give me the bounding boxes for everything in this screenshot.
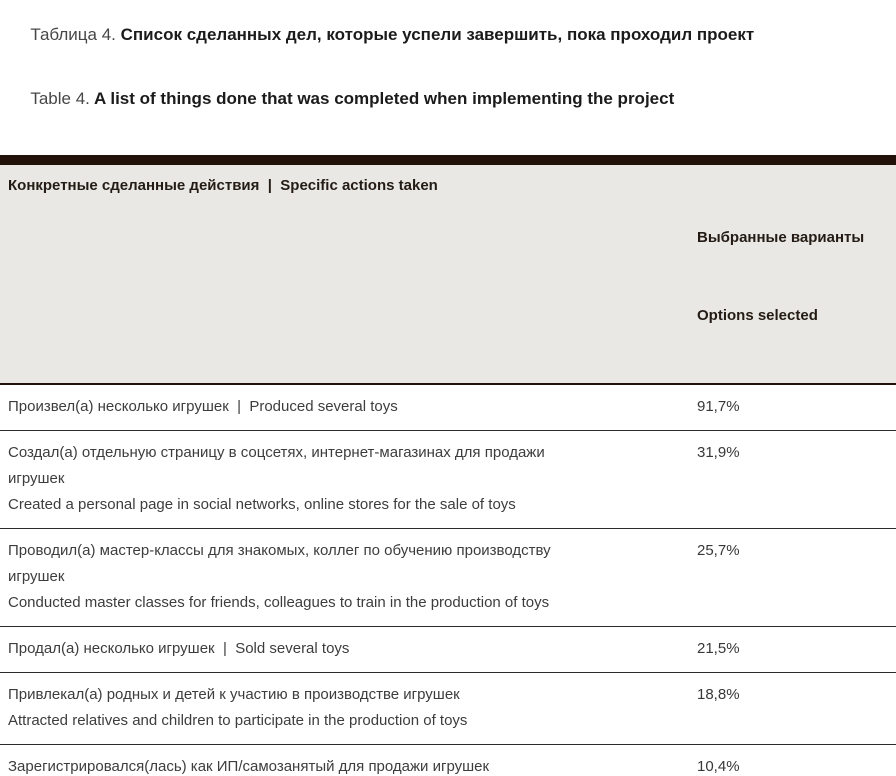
table-caption: Таблица 4. Список сделанных дел, которые… xyxy=(0,0,896,131)
table-header-row: Конкретные сделанные действия | Specific… xyxy=(0,165,896,385)
header-options-column: Выбранные варианты Options selected xyxy=(697,173,896,381)
caption-en-prefix: Table 4. xyxy=(30,89,90,108)
cell-line: Проводил(а) мастер-классы для знакомых, … xyxy=(8,542,551,559)
option-value: 91,7% xyxy=(697,398,740,415)
cell-line: Продал(а) несколько игрушек | Sold sever… xyxy=(8,640,350,657)
action-text-cell: Создал(а) отдельную страницу в соцсетях,… xyxy=(0,440,697,518)
caption-ru-prefix: Таблица 4. xyxy=(30,24,116,44)
option-value: 18,8% xyxy=(697,686,740,703)
cell-line: Created a personal page in social networ… xyxy=(8,496,516,513)
table-row: Создал(а) отдельную страницу в соцсетях,… xyxy=(0,431,896,529)
action-text-cell: Зарегистрировался(лась) как ИП/самозанят… xyxy=(0,754,697,776)
action-text-cell: Продал(а) несколько игрушек | Sold sever… xyxy=(0,636,697,662)
data-table: Конкретные сделанные действия | Specific… xyxy=(0,155,896,776)
option-value: 21,5% xyxy=(697,640,740,657)
cell-line: Создал(а) отдельную страницу в соцсетях,… xyxy=(8,444,545,461)
caption-en-title: A list of things done that was completed… xyxy=(89,89,675,108)
option-value: 10,4% xyxy=(697,758,740,775)
table-body: Произвел(а) несколько игрушек | Produced… xyxy=(0,385,896,776)
action-text-cell: Привлекал(а) родных и детей к участию в … xyxy=(0,682,697,734)
table-row: Зарегистрировался(лась) как ИП/самозанят… xyxy=(0,745,896,776)
cell-line: Привлекал(а) родных и детей к участию в … xyxy=(8,686,460,703)
header-actions-column: Конкретные сделанные действия | Specific… xyxy=(8,177,438,194)
table-top-rule xyxy=(0,155,896,165)
action-text-cell: Проводил(а) мастер-классы для знакомых, … xyxy=(0,538,697,616)
option-value: 25,7% xyxy=(697,542,740,559)
caption-ru-title: Список сделанных дел, которые успели зав… xyxy=(115,24,755,44)
header-options-line1: Выбранные варианты xyxy=(697,229,865,246)
caption-line-en: Table 4. A list of things done that was … xyxy=(2,67,892,132)
cell-line: Произвел(а) несколько игрушек | Produced… xyxy=(8,398,398,415)
header-options-line2: Options selected xyxy=(697,307,818,324)
cell-line: игрушек xyxy=(8,568,65,585)
cell-line: игрушек xyxy=(8,470,65,487)
cell-line: Attracted relatives and children to part… xyxy=(8,712,468,729)
caption-line-ru: Таблица 4. Список сделанных дел, которые… xyxy=(2,2,892,67)
table-row: Продал(а) несколько игрушек | Sold sever… xyxy=(0,627,896,673)
table-row: Проводил(а) мастер-классы для знакомых, … xyxy=(0,529,896,627)
table-row: Привлекал(а) родных и детей к участию в … xyxy=(0,673,896,745)
cell-line: Зарегистрировался(лась) как ИП/самозанят… xyxy=(8,758,490,775)
cell-line: Conducted master classes for friends, co… xyxy=(8,594,550,611)
option-value: 31,9% xyxy=(697,444,740,461)
action-text-cell: Произвел(а) несколько игрушек | Produced… xyxy=(0,394,697,420)
table-row: Произвел(а) несколько игрушек | Produced… xyxy=(0,385,896,431)
